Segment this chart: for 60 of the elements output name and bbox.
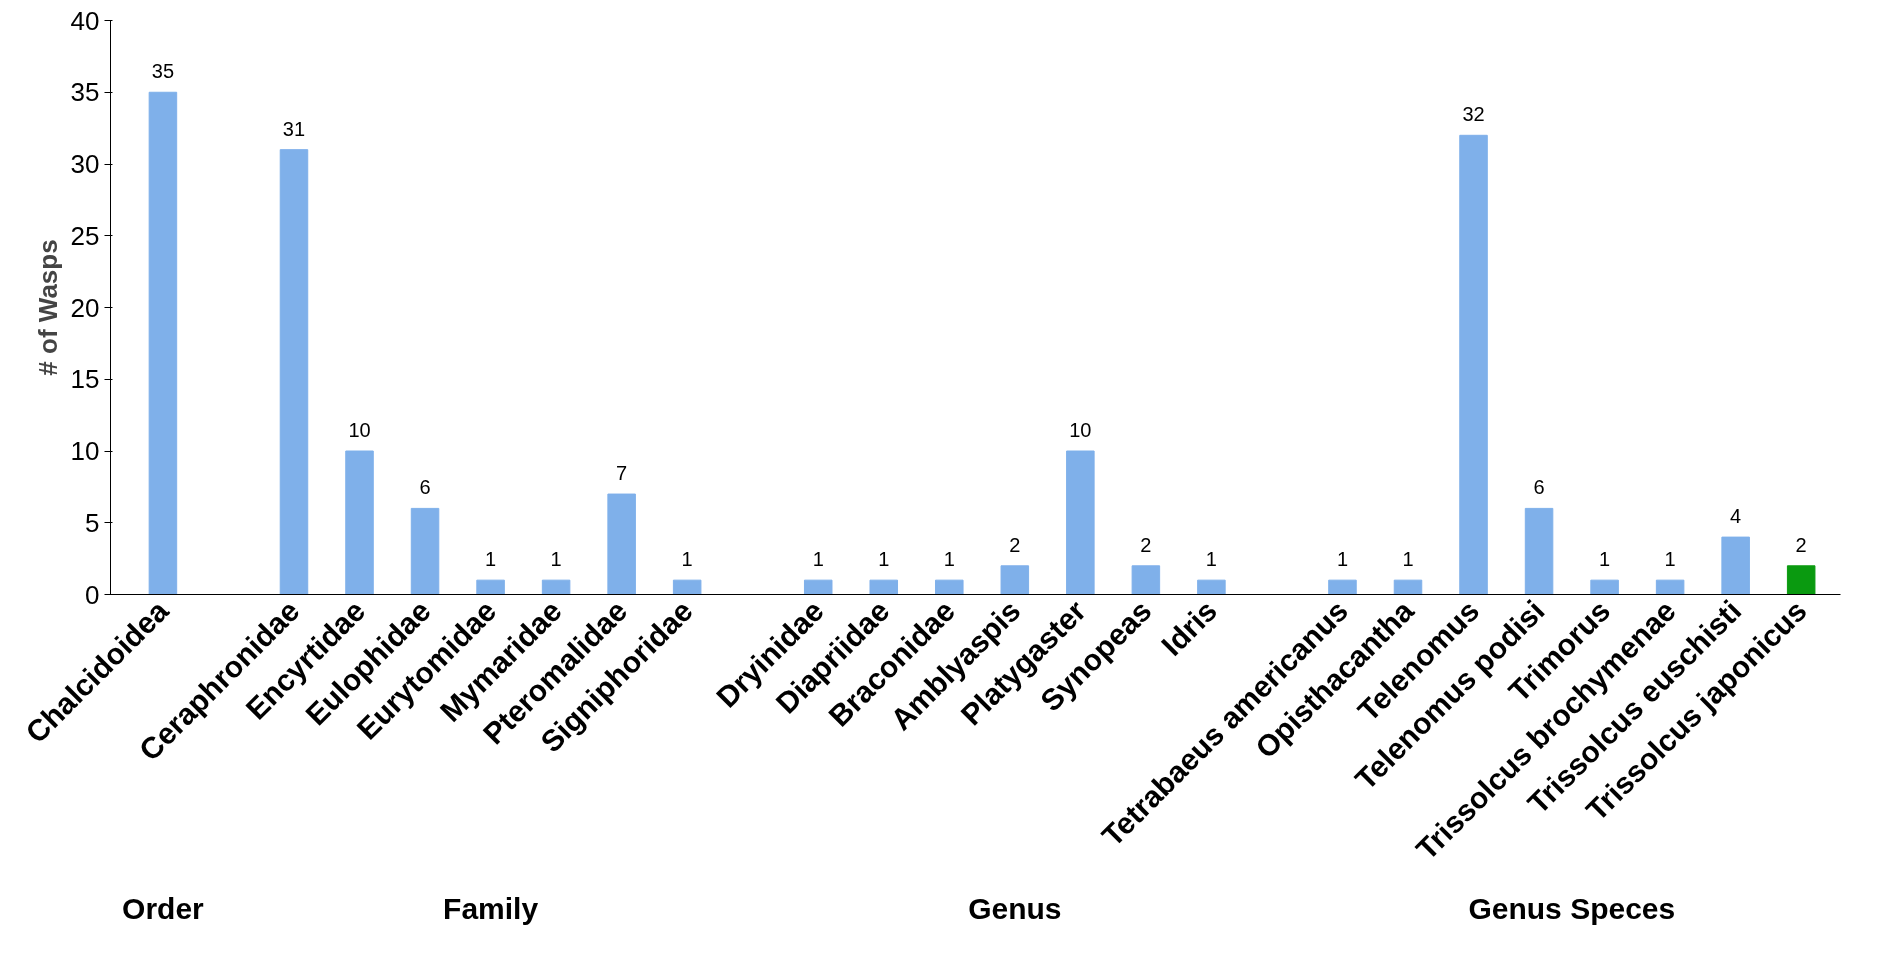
bar <box>869 579 899 595</box>
bar <box>1328 579 1357 595</box>
text: Order <box>122 891 205 925</box>
data-label: 1 <box>550 548 562 571</box>
data-label: 1 <box>1664 548 1676 571</box>
data-label: 1 <box>1402 548 1414 571</box>
data-label: 10 <box>1069 419 1092 441</box>
y-tick-label: 0 <box>85 579 100 610</box>
y-tick-label: 15 <box>70 364 100 395</box>
data-label: 1 <box>681 548 693 571</box>
data-label: 6 <box>419 476 431 499</box>
bar <box>148 91 178 595</box>
data-label: 7 <box>616 462 628 485</box>
bar <box>476 579 505 595</box>
data-label: 1 <box>943 548 955 571</box>
y-tick-label: 35 <box>70 77 100 108</box>
text: Family <box>443 891 539 925</box>
bar <box>672 579 702 595</box>
data-label: 2 <box>1795 533 1807 556</box>
bar <box>803 579 833 595</box>
data-label: 6 <box>1533 476 1545 499</box>
data-label: 1 <box>1336 548 1349 571</box>
data-label: 1 <box>1205 548 1217 571</box>
bar <box>1590 579 1619 595</box>
bar <box>1459 134 1488 595</box>
y-axis-title: # of Wasps <box>32 239 63 376</box>
data-label: 1 <box>812 548 824 571</box>
y-tick-label: 20 <box>70 292 100 323</box>
y-tick-label: 40 <box>70 5 100 36</box>
bar <box>1066 450 1095 595</box>
y-tick-label: 5 <box>85 507 100 538</box>
bar <box>1197 579 1226 595</box>
bar <box>1131 565 1161 595</box>
data-label: 1 <box>878 548 890 571</box>
bar <box>1721 536 1750 595</box>
bar <box>1786 565 1816 595</box>
bar <box>345 450 374 595</box>
bar <box>1524 507 1554 595</box>
data-label: 10 <box>348 419 371 441</box>
data-label: 2 <box>1009 533 1021 556</box>
bar <box>1000 565 1030 595</box>
data-label: 35 <box>151 60 175 83</box>
bar <box>279 149 309 595</box>
bar <box>1393 579 1423 595</box>
data-label: 4 <box>1730 505 1742 528</box>
text: Genus Speces <box>1468 891 1676 925</box>
bar <box>410 507 440 595</box>
bar <box>607 493 636 595</box>
data-label: 2 <box>1140 533 1152 556</box>
text: Genus <box>968 891 1062 925</box>
y-tick-label: 25 <box>70 220 100 251</box>
bar <box>935 579 964 595</box>
bar <box>1655 579 1685 595</box>
y-tick-label: 30 <box>70 149 100 179</box>
data-label: 1 <box>1599 548 1611 571</box>
bar <box>541 579 571 595</box>
data-label: 1 <box>485 548 497 571</box>
data-label: 31 <box>282 117 306 140</box>
y-tick-label: 10 <box>70 436 100 466</box>
data-label: 32 <box>1462 103 1485 126</box>
